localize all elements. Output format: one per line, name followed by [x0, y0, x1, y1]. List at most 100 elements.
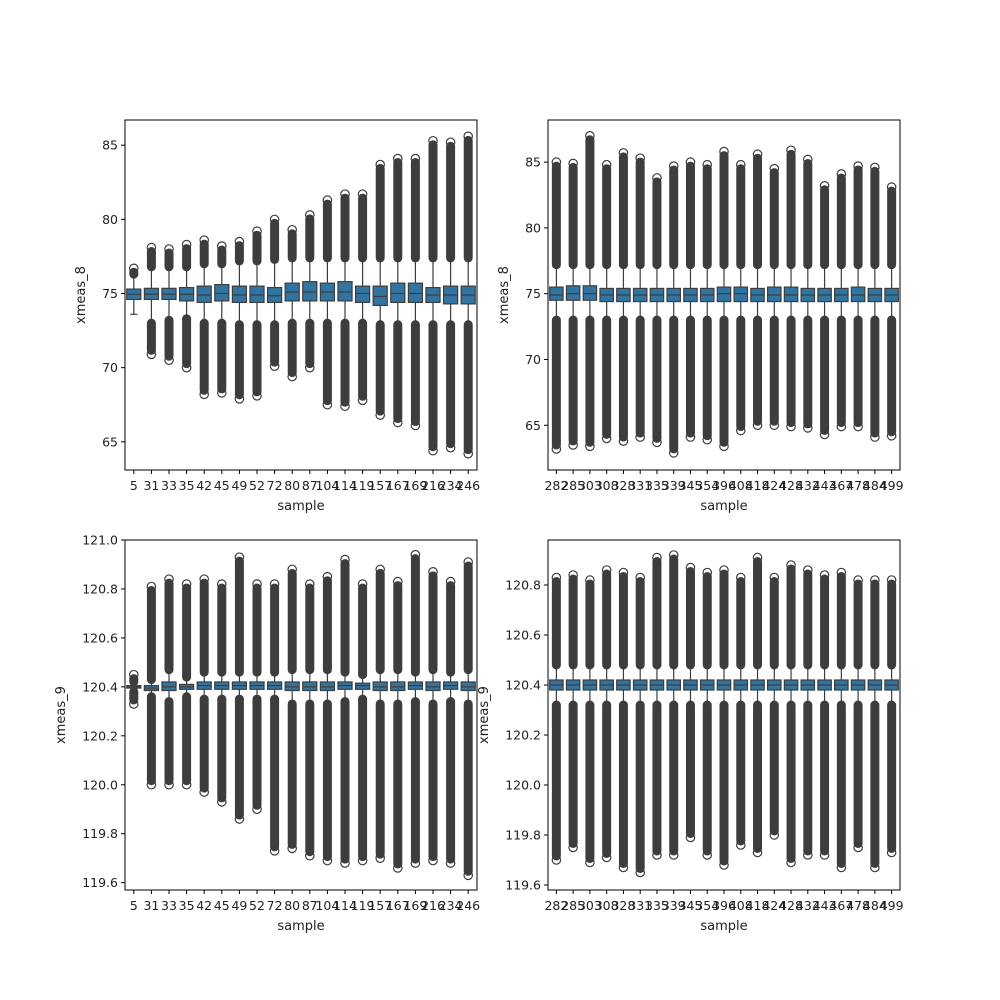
- x-tick-label: 428: [779, 898, 803, 913]
- x-tick-label: 104: [315, 898, 339, 913]
- outlier-marker: [585, 857, 595, 868]
- y-tick-label: 85: [102, 138, 118, 153]
- y-tick-label: 119.8: [82, 826, 118, 841]
- outlier-marker: [146, 779, 157, 790]
- outlier-marker: [585, 441, 595, 452]
- box-354: [699, 567, 715, 860]
- x-tick-label: 339: [662, 478, 686, 493]
- y-tick-label: 75: [525, 286, 541, 301]
- box-424: [766, 163, 782, 431]
- outlier-marker: [340, 401, 350, 412]
- outlier-marker: [786, 857, 796, 868]
- box-72: [266, 579, 283, 856]
- outlier-marker: [375, 564, 385, 575]
- box-285: [565, 158, 581, 450]
- x-tick-label: 114: [333, 478, 357, 493]
- box-72: [266, 214, 283, 371]
- outlier-marker: [870, 862, 880, 873]
- outlier-marker: [836, 567, 847, 578]
- box-467: [834, 567, 849, 873]
- outlier-marker: [340, 858, 350, 868]
- outlier-marker: [702, 159, 713, 170]
- x-tick-label: 467: [829, 478, 853, 493]
- box-428: [783, 145, 799, 432]
- outlier-marker: [410, 420, 421, 431]
- outlier-marker: [269, 579, 280, 589]
- y-tick-label: 121.0: [82, 533, 118, 548]
- x-tick-label: 285: [561, 898, 585, 913]
- outlier-marker: [719, 441, 729, 452]
- box-328: [616, 567, 631, 873]
- outlier-marker: [199, 235, 209, 245]
- outlier-marker: [853, 575, 863, 585]
- x-tick-label: 339: [662, 898, 686, 913]
- box-396: [716, 146, 732, 452]
- box-80: [284, 564, 300, 854]
- outlier-marker: [269, 846, 280, 856]
- y-tick-label: 65: [102, 434, 118, 449]
- y-axis-label: xmeas_9: [477, 686, 492, 744]
- outlier-marker: [217, 241, 227, 251]
- outlier-marker: [164, 779, 174, 790]
- outlier-marker: [181, 239, 192, 250]
- outlier-marker: [551, 572, 562, 583]
- outlier-marker: [375, 159, 385, 170]
- outlier-marker: [392, 153, 403, 164]
- box-246: [460, 131, 476, 459]
- outlier-marker: [146, 242, 157, 253]
- box-345: [683, 562, 698, 843]
- outlier-marker: [322, 399, 333, 410]
- x-tick-label: 484: [863, 898, 887, 913]
- x-tick-label: 49: [231, 478, 247, 493]
- iqr-box: [372, 285, 388, 306]
- outlier-marker: [635, 153, 645, 163]
- outlier-marker: [719, 860, 729, 870]
- box-45: [214, 241, 230, 398]
- x-tick-label: 396: [712, 898, 736, 913]
- outlier-marker: [129, 263, 139, 274]
- outlier-marker: [181, 579, 192, 589]
- iqr-box: [407, 282, 424, 304]
- x-tick-label: 308: [595, 898, 619, 913]
- y-axis-label: xmeas_8: [497, 266, 512, 324]
- iqr-box: [766, 286, 782, 303]
- outlier-marker: [252, 579, 262, 589]
- outlier-marker: [886, 575, 897, 585]
- x-tick-label: 246: [456, 478, 480, 493]
- box-484: [867, 575, 883, 873]
- iqr-box: [266, 286, 283, 304]
- iqr-box: [284, 681, 300, 692]
- box-478: [850, 575, 866, 853]
- box-418: [750, 552, 765, 858]
- box-52: [249, 226, 265, 401]
- x-tick-label: 354: [695, 898, 719, 913]
- outlier-marker: [445, 858, 456, 868]
- outlier-marker: [803, 565, 813, 575]
- outlier-marker: [685, 157, 696, 167]
- outlier-marker: [735, 425, 746, 436]
- outlier-marker: [853, 842, 863, 853]
- outlier-marker: [410, 858, 421, 868]
- x-tick-label: 408: [729, 898, 753, 913]
- outlier-marker: [652, 437, 662, 448]
- y-tick-label: 120.4: [82, 679, 118, 694]
- outlier-marker: [234, 814, 245, 824]
- outlier-marker: [853, 421, 863, 432]
- x-tick-label: 345: [679, 898, 703, 913]
- outlier-marker: [269, 214, 280, 225]
- y-axis-label: xmeas_9: [54, 686, 69, 744]
- outlier-marker: [551, 157, 562, 167]
- box-52: [249, 579, 265, 815]
- outlier-marker: [463, 557, 473, 567]
- x-tick-label: 104: [315, 478, 339, 493]
- box-167: [390, 576, 406, 873]
- box-119: [354, 579, 371, 866]
- x-tick-label: 35: [179, 898, 195, 913]
- box-87: [302, 579, 318, 861]
- iqr-box: [582, 285, 598, 301]
- x-tick-label: 31: [143, 478, 159, 493]
- outlier-marker: [886, 430, 897, 441]
- box-114: [337, 189, 353, 412]
- y-tick-label: 120.0: [505, 778, 541, 793]
